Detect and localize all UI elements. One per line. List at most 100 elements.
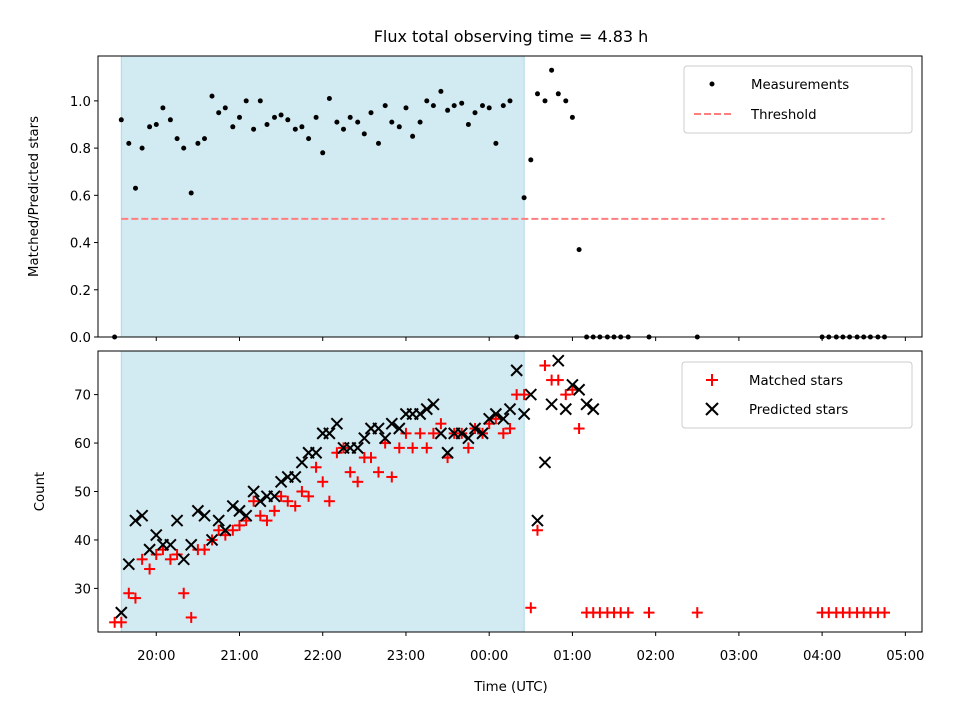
predicted-star-stroke-b [489, 407, 503, 421]
matched-star-point [136, 553, 148, 565]
measurement-point [118, 117, 124, 123]
measurement-point [195, 140, 201, 146]
measurement-point [133, 185, 138, 191]
predicted-star-stroke-b [191, 504, 205, 518]
ratio-y-axis-label: Matched/Predicted stars [27, 116, 42, 277]
measurement-point [181, 145, 187, 151]
measurement-point [320, 150, 326, 156]
measurement-point [382, 103, 388, 109]
matched-star-point [372, 466, 384, 478]
predicted-star-point [566, 378, 579, 392]
x-tick-label: 01:00 [553, 649, 591, 664]
predicted-star-stroke-b [531, 514, 544, 527]
measurement-point [313, 114, 319, 120]
measurement-point [389, 119, 395, 125]
measurement-point [126, 140, 132, 146]
predicted-star-stroke-b [135, 509, 149, 522]
predicted-star-point [580, 398, 593, 411]
predicted-star-point [185, 538, 198, 552]
matched-star-point [261, 515, 273, 527]
count-y-ticks: 30 40 50 60 70 [74, 389, 98, 597]
predicted-star-stroke-b [503, 402, 517, 416]
y-tick-label: 0.4 [70, 237, 91, 252]
y-tick-label: 70 [74, 389, 91, 404]
legend-predicted-marker [705, 402, 719, 416]
measurement-point [500, 103, 506, 109]
predicted-star-stroke-b [434, 427, 448, 440]
x-tick-label: 21:00 [220, 649, 258, 664]
predicted-star-stroke-b [330, 417, 344, 430]
matched-star-point [227, 524, 239, 536]
predicted-star-stroke-b [177, 553, 190, 566]
predicted-star-point [191, 504, 205, 518]
matched-star-point [123, 587, 135, 599]
predicted-star-stroke-b [247, 485, 260, 498]
predicted-star-point [552, 354, 565, 367]
predicted-star-point [524, 388, 538, 401]
legend-measurements-marker [709, 81, 715, 87]
predicted-star-stroke-b [164, 538, 177, 552]
predicted-star-stroke-b [233, 504, 246, 518]
predicted-star-stroke-b [572, 383, 586, 396]
measurement-point [417, 119, 423, 125]
matched-star-point [129, 592, 141, 604]
matched-star-point [213, 524, 225, 536]
y-tick-label: 0.8 [70, 142, 91, 157]
measurement-point [493, 140, 499, 146]
y-tick-label: 0.0 [70, 331, 91, 346]
predicted-star-point [482, 412, 496, 426]
predicted-star-stroke-b [468, 422, 482, 435]
count-legend-box [681, 361, 913, 429]
matched-star-point [462, 442, 474, 454]
measurement-point [334, 119, 340, 125]
matched-star-point [622, 607, 634, 619]
measurement-point [167, 117, 173, 123]
matched-star-point [323, 495, 335, 507]
measurement-point [257, 98, 263, 104]
matched-star-point [296, 486, 308, 497]
predicted-star-stroke-b [427, 398, 440, 411]
predicted-star-stroke-b [289, 470, 302, 484]
y-tick-label: 60 [74, 437, 91, 452]
measurement-point [472, 110, 478, 116]
measurement-point [569, 114, 575, 120]
predicted-star-point [233, 504, 246, 518]
predicted-star-point [212, 514, 225, 527]
measurement-point [451, 103, 457, 109]
matched-star-point [150, 548, 162, 560]
matched-star-point [185, 611, 197, 623]
predicted-star-point [441, 446, 454, 459]
measurement-point [521, 195, 527, 201]
predicted-stars-points [115, 354, 600, 619]
predicted-star-stroke-b [351, 441, 364, 455]
x-tick-label: 22:00 [304, 649, 342, 664]
measurement-point [230, 124, 236, 130]
count-legend: Matched stars Predicted stars [681, 361, 913, 429]
measurement-point [459, 100, 465, 106]
ratio-panel: 0.0 0.2 0.4 0.6 0.8 1.0 Matched/Predicted sta… [27, 55, 923, 346]
legend-measurements-label: Measurements [751, 78, 849, 93]
predicted-star-point [393, 422, 406, 435]
predicted-star-point [587, 402, 600, 416]
predicted-star-point [489, 407, 503, 421]
predicted-star-stroke-b [524, 388, 538, 401]
predicted-star-point [434, 427, 448, 440]
measurement-point [507, 98, 513, 104]
matched-star-point [282, 495, 294, 507]
matched-star-point [504, 423, 516, 435]
predicted-star-point [150, 528, 163, 542]
matched-star-point [539, 360, 551, 372]
predicted-star-stroke-b [212, 514, 225, 527]
ratio-y-ticks: 0.0 0.2 0.4 0.6 0.8 1.0 [70, 95, 98, 346]
measurement-point [410, 133, 416, 139]
predicted-star-point [164, 538, 177, 552]
measurement-point [563, 98, 569, 104]
predicted-star-point [572, 383, 586, 396]
predicted-star-point [254, 494, 267, 508]
matched-star-point [331, 447, 343, 459]
matched-star-point [386, 471, 398, 483]
ratio-panel-frame [97, 55, 923, 338]
predicted-star-stroke-b [185, 538, 198, 552]
predicted-star-point [247, 485, 260, 498]
measurement-point [465, 122, 471, 127]
